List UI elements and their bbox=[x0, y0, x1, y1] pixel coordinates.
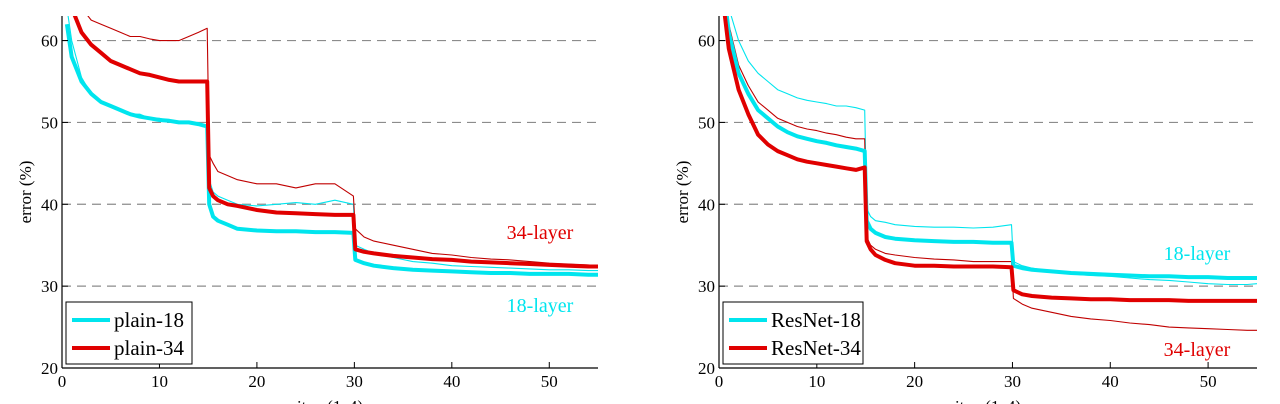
series-plain-34-train bbox=[87, 16, 598, 267]
x-tick-label: 20 bbox=[906, 372, 923, 391]
y-tick-label: 60 bbox=[41, 32, 58, 51]
y-tick-label: 20 bbox=[41, 359, 58, 378]
x-tick-label: 0 bbox=[58, 372, 67, 391]
y-tick-label: 40 bbox=[698, 195, 715, 214]
x-tick-label: 50 bbox=[541, 372, 558, 391]
series-plain-34 bbox=[72, 16, 598, 269]
y-tick-label: 40 bbox=[41, 195, 58, 214]
y-tick-label: 50 bbox=[41, 113, 58, 132]
series-resnet-18 bbox=[724, 16, 1257, 280]
x-tick-label: 10 bbox=[808, 372, 825, 391]
annotation-label: 34-layer bbox=[1164, 339, 1231, 361]
series-plain-18 bbox=[64, 23, 598, 277]
legend-box bbox=[722, 301, 864, 365]
y-tick-label: 30 bbox=[41, 277, 58, 296]
x-tick-label: 50 bbox=[1200, 372, 1217, 391]
y-tick-label: 20 bbox=[698, 359, 715, 378]
annotation-label: 18-layer bbox=[1164, 243, 1231, 265]
x-tick-label: 40 bbox=[443, 372, 460, 391]
series-resnet-18-train bbox=[730, 16, 1257, 286]
y-axis-label: error (%) bbox=[16, 161, 35, 224]
series-resnet-34-train bbox=[727, 16, 1257, 331]
y-tick-label: 60 bbox=[698, 32, 715, 51]
y-tick-label: 50 bbox=[698, 113, 715, 132]
legend: ResNet-18 ResNet-34 bbox=[722, 301, 864, 365]
legend-label: ResNet-18 bbox=[771, 308, 861, 332]
x-tick-label: 20 bbox=[248, 372, 265, 391]
legend: plain-18 plain-34 bbox=[65, 301, 193, 365]
x-tick-label: 30 bbox=[1004, 372, 1021, 391]
legend-label: plain-34 bbox=[114, 336, 184, 360]
x-tick-label: 30 bbox=[346, 372, 363, 391]
chart-resnet: 20 30 40 50 60 0 10 20 30 40 50 iter. (1e4) error (%… bbox=[673, 16, 1257, 404]
legend-label: plain-18 bbox=[114, 308, 184, 332]
x-axis-label: iter. (1e4) bbox=[297, 397, 363, 404]
y-axis-label: error (%) bbox=[673, 161, 692, 224]
annotation-label: 34-layer bbox=[507, 222, 574, 244]
series-resnet-34 bbox=[722, 16, 1257, 303]
x-tick-label: 40 bbox=[1102, 372, 1119, 391]
legend-label: ResNet-34 bbox=[771, 336, 861, 360]
annotation-label: 18-layer bbox=[507, 295, 574, 317]
legend-box bbox=[65, 301, 193, 365]
x-tick-label: 10 bbox=[151, 372, 168, 391]
chart-plain: 20 30 40 50 60 0 10 20 30 40 50 iter. (1e4) error (%… bbox=[16, 16, 598, 404]
x-tick-label: 0 bbox=[715, 372, 724, 391]
x-axis-label: iter. (1e4) bbox=[955, 397, 1021, 404]
y-tick-label: 30 bbox=[698, 277, 715, 296]
